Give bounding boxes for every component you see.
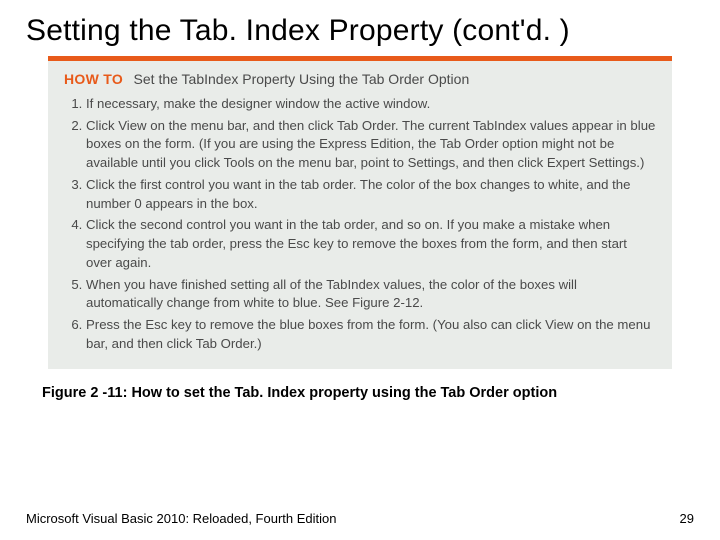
page-number: 29 bbox=[680, 511, 694, 526]
howto-title: Set the TabIndex Property Using the Tab … bbox=[134, 71, 470, 87]
step-item: If necessary, make the designer window t… bbox=[86, 95, 656, 114]
step-item: Click View on the menu bar, and then cli… bbox=[86, 117, 656, 173]
step-item: Click the second control you want in the… bbox=[86, 216, 656, 272]
slide: Setting the Tab. Index Property (cont'd.… bbox=[0, 0, 720, 540]
step-item: When you have finished setting all of th… bbox=[86, 276, 656, 313]
slide-footer: Microsoft Visual Basic 2010: Reloaded, F… bbox=[0, 511, 720, 526]
step-item: Click the first control you want in the … bbox=[86, 176, 656, 213]
howto-panel-wrap: HOW TO Set the TabIndex Property Using t… bbox=[0, 56, 720, 369]
howto-panel: HOW TO Set the TabIndex Property Using t… bbox=[48, 61, 672, 369]
slide-title: Setting the Tab. Index Property (cont'd.… bbox=[0, 0, 720, 56]
footer-left-text: Microsoft Visual Basic 2010: Reloaded, F… bbox=[26, 511, 336, 526]
steps-list: If necessary, make the designer window t… bbox=[64, 95, 656, 354]
step-item: Press the Esc key to remove the blue box… bbox=[86, 316, 656, 353]
figure-caption: Figure 2 -11: How to set the Tab. Index … bbox=[0, 369, 720, 401]
howto-heading-line: HOW TO Set the TabIndex Property Using t… bbox=[64, 71, 656, 89]
howto-label: HOW TO bbox=[64, 71, 123, 87]
